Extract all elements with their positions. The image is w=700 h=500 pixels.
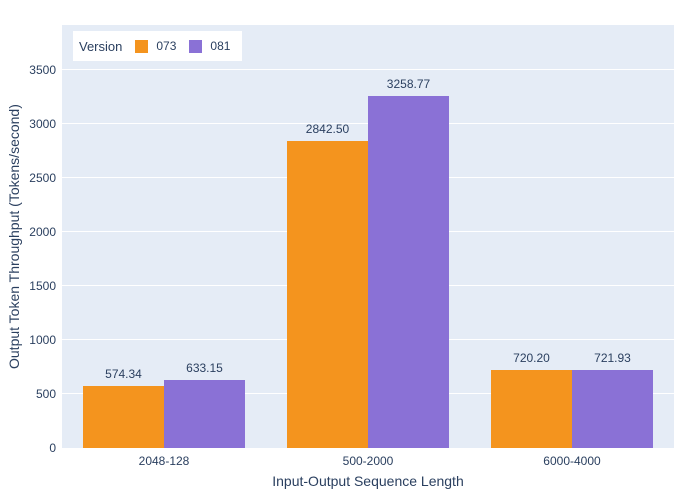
bar-value-label: 3258.77 [386,77,431,91]
x-axis-title: Input-Output Sequence Length [272,473,464,489]
bar-value-label: 721.93 [594,351,631,366]
y-tick-label: 2500 [29,170,56,185]
y-tick-label: 500 [35,386,56,401]
y-tick-label: 3000 [29,116,56,131]
bar-073-2048-128[interactable] [83,385,164,448]
y-tick-label: 1000 [29,332,56,347]
legend-swatch-073-icon [135,39,149,53]
y-tick-label: 0 [49,441,56,455]
x-tick-label: 2048-128 [138,454,190,468]
legend-item-label: 073 [156,39,177,53]
bar-value-label: 720.20 [513,351,550,366]
legend-item-073[interactable]: 073 [135,39,176,53]
x-tick-label: 6000-4000 [543,454,601,468]
legend-title: Version [79,38,123,54]
bar-081-6000-4000[interactable] [572,370,653,448]
bar-073-6000-4000[interactable] [491,370,572,448]
bar-value-label: 2842.50 [305,121,350,136]
y-tick-label: 2000 [29,224,56,239]
bar-value-label: 633.15 [186,360,223,375]
legend-item-label: 081 [210,39,231,53]
gridline [62,68,674,70]
legend: Version 073 081 [73,31,243,61]
bar-081-2048-128[interactable] [164,379,245,448]
plot-area: 574.34 633.15 2842.50 3258.77 720.20 721.93 [62,25,674,448]
y-axis-title: Output Token Throughput (Tokens/second) [6,104,22,369]
bar-073-500-2000[interactable] [287,140,368,448]
x-tick-label: 500-2000 [342,454,394,468]
legend-item-081[interactable]: 081 [189,39,230,53]
y-tick-label: 1500 [29,278,56,293]
legend-swatch-081-icon [189,39,203,53]
bar-value-label: 574.34 [105,366,142,381]
bar-081-500-2000[interactable] [368,96,449,448]
y-tick-label: 3500 [29,62,56,77]
